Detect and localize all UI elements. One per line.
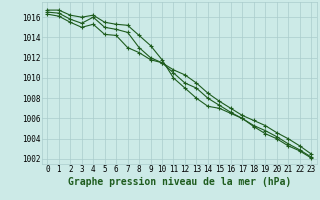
X-axis label: Graphe pression niveau de la mer (hPa): Graphe pression niveau de la mer (hPa): [68, 176, 291, 187]
